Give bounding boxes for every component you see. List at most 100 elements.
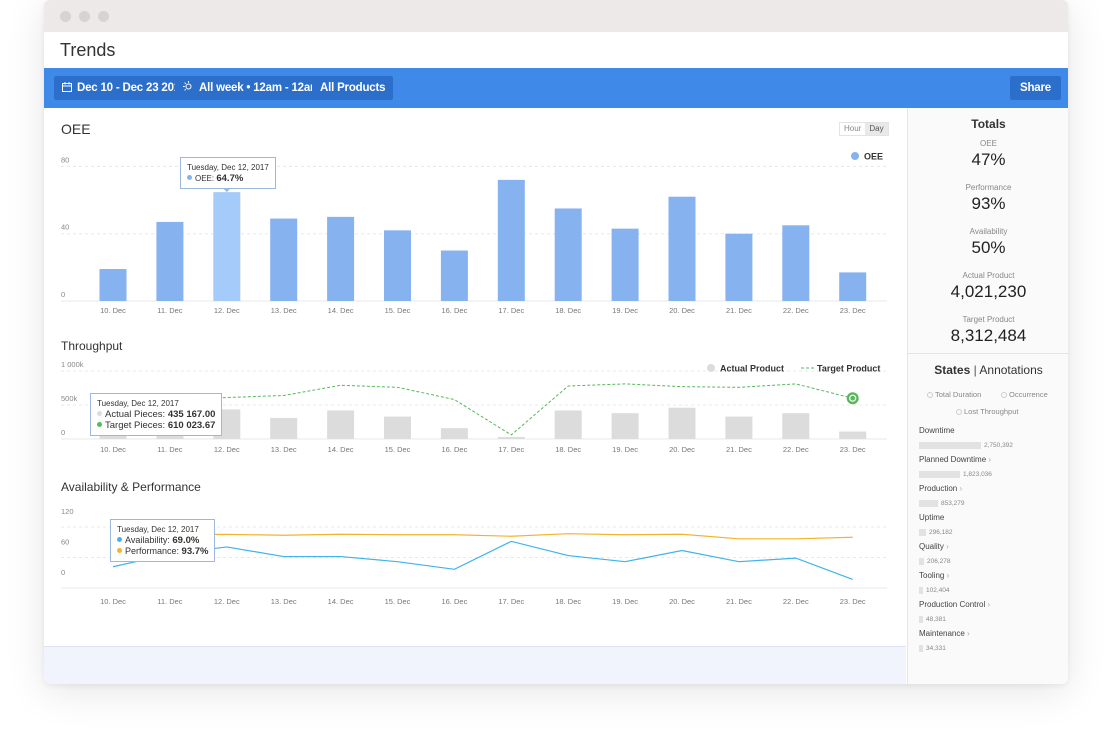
- chevron-right-icon: ›: [946, 542, 949, 551]
- page-title: Trends: [60, 40, 116, 60]
- performance-tooltip-dot: [117, 548, 122, 553]
- throughput-x-tick-label: 16. Dec: [441, 445, 467, 454]
- state-value: 102,404: [926, 587, 950, 595]
- availability-x-tick-label: 12. Dec: [214, 597, 240, 606]
- throughput-actual-bar: [440, 428, 468, 439]
- throughput-x-tick-label: 10. Dec: [100, 445, 126, 454]
- throughput-tooltip-target-value: 610 023.67: [167, 420, 216, 431]
- oee-tooltip: Tuesday, Dec 12, 2017 OEE: 64.7%: [180, 157, 276, 189]
- throughput-x-tick-label: 22. Dec: [783, 445, 809, 454]
- toggle-day[interactable]: Day: [865, 123, 888, 135]
- target-product-legend-label: Target Product: [817, 364, 880, 374]
- oee-bar: [782, 225, 810, 301]
- availability-x-tick-label: 10. Dec: [100, 597, 126, 606]
- state-name: Maintenance ›: [919, 629, 1064, 640]
- state-item[interactable]: Quality › 206,278: [919, 542, 1064, 571]
- availability-x-tick-label: 13. Dec: [271, 597, 297, 606]
- total-target-product-value: 8,312,484: [950, 326, 1027, 345]
- throughput-actual-bar: [725, 416, 753, 439]
- chevron-right-icon: ›: [959, 484, 963, 493]
- availability-tooltip-label: Availability:: [125, 535, 170, 545]
- toggle-hour[interactable]: Hour: [844, 124, 862, 133]
- state-bar: [919, 529, 926, 537]
- state-name: Uptime: [919, 513, 1064, 524]
- window-maximize-dot[interactable]: [98, 11, 109, 22]
- oee-title: OEE: [61, 121, 91, 137]
- oee-tooltip-dot: [187, 175, 192, 180]
- share-button[interactable]: Share: [1010, 76, 1061, 100]
- oee-x-tick-label: 14. Dec: [328, 306, 354, 315]
- oee-bar: [554, 208, 582, 301]
- option-lost-throughput[interactable]: Lost Throughput: [956, 407, 1019, 416]
- throughput-title: Throughput: [61, 339, 123, 353]
- state-bar-row: 853,279: [919, 495, 1064, 513]
- tab-separator: |: [973, 363, 977, 377]
- state-value: 34,331: [926, 645, 946, 653]
- chevron-right-icon: ›: [987, 600, 991, 609]
- state-item[interactable]: Tooling › 102,404: [919, 571, 1064, 600]
- state-bar-row: 48,381: [919, 611, 1064, 629]
- state-bar: [919, 471, 960, 479]
- oee-tooltip-label: OEE:: [195, 174, 215, 183]
- throughput-actual-bar: [554, 410, 582, 439]
- state-name: Tooling ›: [919, 571, 1064, 582]
- state-bar-row: 2,750,392: [919, 437, 1064, 455]
- state-item[interactable]: Uptime 296,182: [919, 513, 1064, 542]
- state-value: 853,279: [941, 500, 965, 508]
- state-bar: [919, 558, 924, 566]
- state-item[interactable]: Maintenance › 34,331: [919, 629, 1064, 658]
- oee-chart: 0 40 80 10. Dec 11. Dec 12. Dec 13. Dec 14. Dec…: [61, 152, 887, 315]
- state-name-label: Production: [919, 484, 958, 493]
- throughput-tooltip-target-dot: [97, 422, 102, 427]
- tab-states[interactable]: States: [934, 363, 971, 377]
- availability-tooltip-dot: [117, 537, 122, 542]
- state-bar: [919, 645, 923, 653]
- option-total-duration[interactable]: Total Duration: [927, 390, 981, 399]
- oee-x-tick-label: 10. Dec: [100, 306, 126, 315]
- total-actual-product-label: Actual Product: [962, 271, 1015, 280]
- total-oee-value: 47%: [971, 150, 1006, 169]
- throughput-chart: 0 500k 1 000k 10. Dec 11. Dec 12. Dec 13. Dec 1…: [61, 360, 887, 454]
- throughput-x-tick-label: 19. Dec: [612, 445, 638, 454]
- availability-x-tick-label: 15. Dec: [385, 597, 411, 606]
- throughput-x-tick-label: 21. Dec: [726, 445, 752, 454]
- oee-bar: [213, 192, 241, 301]
- date-range-button[interactable]: Dec 10 - Dec 23 2017: [54, 76, 195, 100]
- availability-y-tick-label: 60: [61, 538, 69, 547]
- state-name-label: Downtime: [919, 426, 955, 435]
- tab-annotations[interactable]: Annotations: [979, 363, 1043, 377]
- window-close-dot[interactable]: [60, 11, 71, 22]
- state-item[interactable]: Production Control › 48,381: [919, 600, 1064, 629]
- state-value: 2,750,392: [984, 442, 1013, 450]
- oee-y-tick-label: 0: [61, 290, 65, 299]
- toolbar: Dec 10 - Dec 23 2017 All week • 12am - 1…: [44, 68, 1068, 108]
- state-bar: [919, 500, 938, 508]
- totals-sidebar: Totals OEE 47% Performance 93% Availabil…: [907, 108, 1068, 684]
- granularity-toggle: Hour Day: [839, 122, 889, 136]
- state-item[interactable]: Planned Downtime › 1,823,036: [919, 455, 1064, 484]
- oee-bar: [156, 221, 184, 301]
- time-range-button[interactable]: All week • 12am - 12am: [175, 76, 329, 100]
- oee-bar: [440, 250, 468, 301]
- throughput-x-tick-label: 13. Dec: [271, 445, 297, 454]
- throughput-tooltip-actual-dot: [97, 411, 102, 416]
- oee-y-tick-label: 40: [61, 223, 69, 232]
- option-occurrence[interactable]: Occurrence: [1001, 390, 1048, 399]
- availability-x-tick-label: 21. Dec: [726, 597, 752, 606]
- state-name-label: Planned Downtime: [919, 455, 987, 464]
- total-performance-value: 93%: [971, 194, 1006, 213]
- charts-area: OEE Hour Day 0 40 80 10. Dec 11. Dec 12. Dec 1…: [44, 108, 906, 646]
- window-minimize-dot[interactable]: [79, 11, 90, 22]
- states-annotations-tabs: States | Annotations: [908, 363, 1068, 377]
- availability-y-tick-label: 0: [61, 568, 65, 577]
- throughput-actual-bar: [839, 431, 867, 439]
- state-item[interactable]: Downtime 2,750,392: [919, 426, 1064, 455]
- chevron-right-icon: ›: [988, 455, 992, 464]
- product-filter-button[interactable]: All Products: [312, 76, 394, 100]
- oee-tooltip-date: Tuesday, Dec 12, 2017: [187, 163, 269, 172]
- state-item[interactable]: Production › 853,279: [919, 484, 1064, 513]
- oee-x-tick-label: 15. Dec: [385, 306, 411, 315]
- oee-x-tick-label: 21. Dec: [726, 306, 752, 315]
- throughput-actual-bar: [782, 413, 810, 439]
- state-name: Quality ›: [919, 542, 1064, 553]
